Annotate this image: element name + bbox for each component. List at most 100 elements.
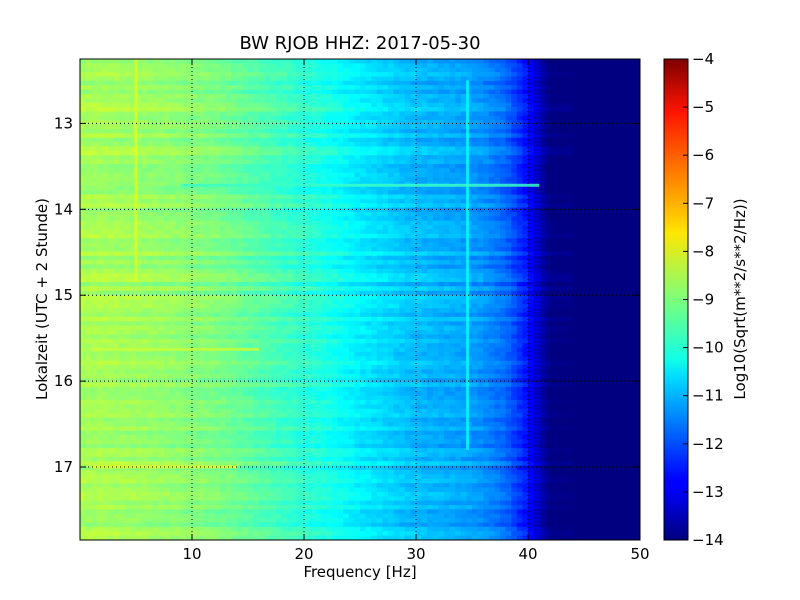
spectrogram-cell: [348, 137, 355, 143]
spectrogram-cell: [264, 177, 271, 182]
spectrogram-cell: [533, 216, 540, 222]
spectrogram-cell: [337, 255, 344, 261]
spectrogram-cell: [152, 181, 159, 187]
spectrogram-cell: [500, 72, 506, 77]
spectrogram-cell: [108, 120, 114, 125]
spectrogram-cell: [382, 185, 389, 191]
spectrogram-cell: [253, 120, 260, 125]
spectrogram-cell: [108, 150, 114, 156]
spectrogram-cell: [175, 181, 182, 187]
spectrogram-cell: [270, 63, 277, 69]
spectrogram-cell: [287, 163, 294, 169]
spectrogram-cell: [427, 251, 434, 257]
spectrogram-cell: [287, 142, 294, 147]
spectrogram-cell: [124, 268, 131, 274]
spectrogram-cell: [634, 133, 640, 139]
spectrogram-cell: [416, 80, 422, 86]
spectrogram-cell: [466, 264, 473, 270]
spectrogram-cell: [186, 185, 193, 191]
spectrogram-cell: [466, 242, 473, 248]
spectrogram-cell: [354, 260, 361, 265]
spectrogram-cell: [91, 142, 98, 147]
spectrogram-cell: [147, 181, 154, 187]
spectrogram-cell: [214, 85, 221, 91]
spectrogram-cell: [225, 225, 232, 230]
spectrogram-cell: [264, 163, 271, 169]
spectrogram-cell: [477, 242, 484, 248]
spectrogram-cell: [326, 238, 333, 244]
spectrogram-cell: [371, 159, 378, 165]
spectrogram-cell: [80, 264, 86, 270]
spectrogram-cell: [124, 229, 131, 235]
spectrogram-cell: [164, 190, 170, 195]
spectrogram-cell: [466, 107, 473, 112]
spectrogram-cell: [617, 76, 624, 82]
spectrogram-cell: [80, 251, 86, 257]
spectrogram-cell: [516, 76, 523, 82]
spectrogram-cell: [483, 233, 490, 239]
spectrogram-cell: [236, 163, 243, 169]
spectrogram-cell: [158, 194, 165, 200]
spectrogram-cell: [600, 163, 607, 169]
spectrogram-cell: [175, 133, 182, 139]
spectrogram-cell: [220, 155, 226, 160]
spectrogram-cell: [516, 107, 523, 112]
spectrogram-cell: [276, 185, 282, 191]
spectrogram-cell: [500, 251, 506, 257]
spectrogram-cell: [388, 120, 394, 125]
spectrogram-cell: [449, 177, 456, 182]
spectrogram-cell: [80, 89, 86, 95]
spectrogram-cell: [309, 163, 316, 169]
spectrogram-cell: [259, 102, 266, 108]
spectrogram-cell: [91, 85, 98, 91]
spectrogram-cell: [91, 168, 98, 174]
spectrogram-cell: [544, 85, 551, 91]
spectrogram-cell: [600, 273, 607, 279]
spectrogram-cell: [276, 102, 282, 108]
spectrogram-cell: [488, 163, 495, 169]
spectrogram-cell: [292, 220, 299, 226]
spectrogram-cell: [595, 238, 602, 244]
spectrogram-cell: [80, 198, 86, 204]
spectrogram-cell: [634, 255, 640, 261]
spectrogram-cell: [203, 238, 210, 244]
spectrogram-cell: [617, 190, 624, 195]
spectrogram-cell: [220, 229, 226, 235]
spectrogram-cell: [634, 172, 640, 178]
spectrogram-cell: [612, 238, 618, 244]
spectrogram-cell: [488, 142, 495, 147]
spectrogram-cell: [505, 115, 512, 121]
spectrogram-cell: [550, 233, 557, 239]
spectrogram-cell: [253, 225, 260, 230]
spectrogram-cell: [242, 198, 249, 204]
spectrogram-cell: [298, 120, 305, 125]
spectrogram-cell: [488, 273, 495, 279]
spectrogram-cell: [147, 142, 154, 147]
spectrogram-cell: [337, 233, 344, 239]
spectrogram-cell: [102, 159, 109, 165]
spectrogram-cell: [124, 93, 131, 99]
spectrogram-cell: [421, 63, 428, 69]
spectrogram-cell: [595, 203, 602, 209]
spectrogram-cell: [561, 102, 568, 108]
spectrogram-cell: [236, 155, 243, 160]
spectrogram-cell: [472, 238, 478, 244]
spectrogram-cell: [516, 242, 523, 248]
spectrogram-cell: [511, 159, 518, 165]
spectrogram-cell: [477, 194, 484, 200]
spectrogram-cell: [315, 146, 322, 152]
spectrogram-cell: [634, 260, 640, 265]
spectrogram-cell: [225, 172, 232, 178]
spectrogram-cell: [455, 168, 462, 174]
spectrogram-cell: [438, 72, 445, 77]
spectrogram-cell: [169, 89, 176, 95]
spectrogram-cell: [225, 238, 232, 244]
spectrogram-cell: [528, 98, 534, 104]
spectrogram-cell: [628, 185, 635, 191]
spectrogram-cell: [214, 203, 221, 209]
spectrogram-cell: [220, 225, 226, 230]
spectrogram-cell: [326, 128, 333, 134]
spectrogram-cell: [343, 251, 350, 257]
spectrogram-cell: [578, 220, 585, 226]
spectrogram-cell: [102, 128, 109, 134]
